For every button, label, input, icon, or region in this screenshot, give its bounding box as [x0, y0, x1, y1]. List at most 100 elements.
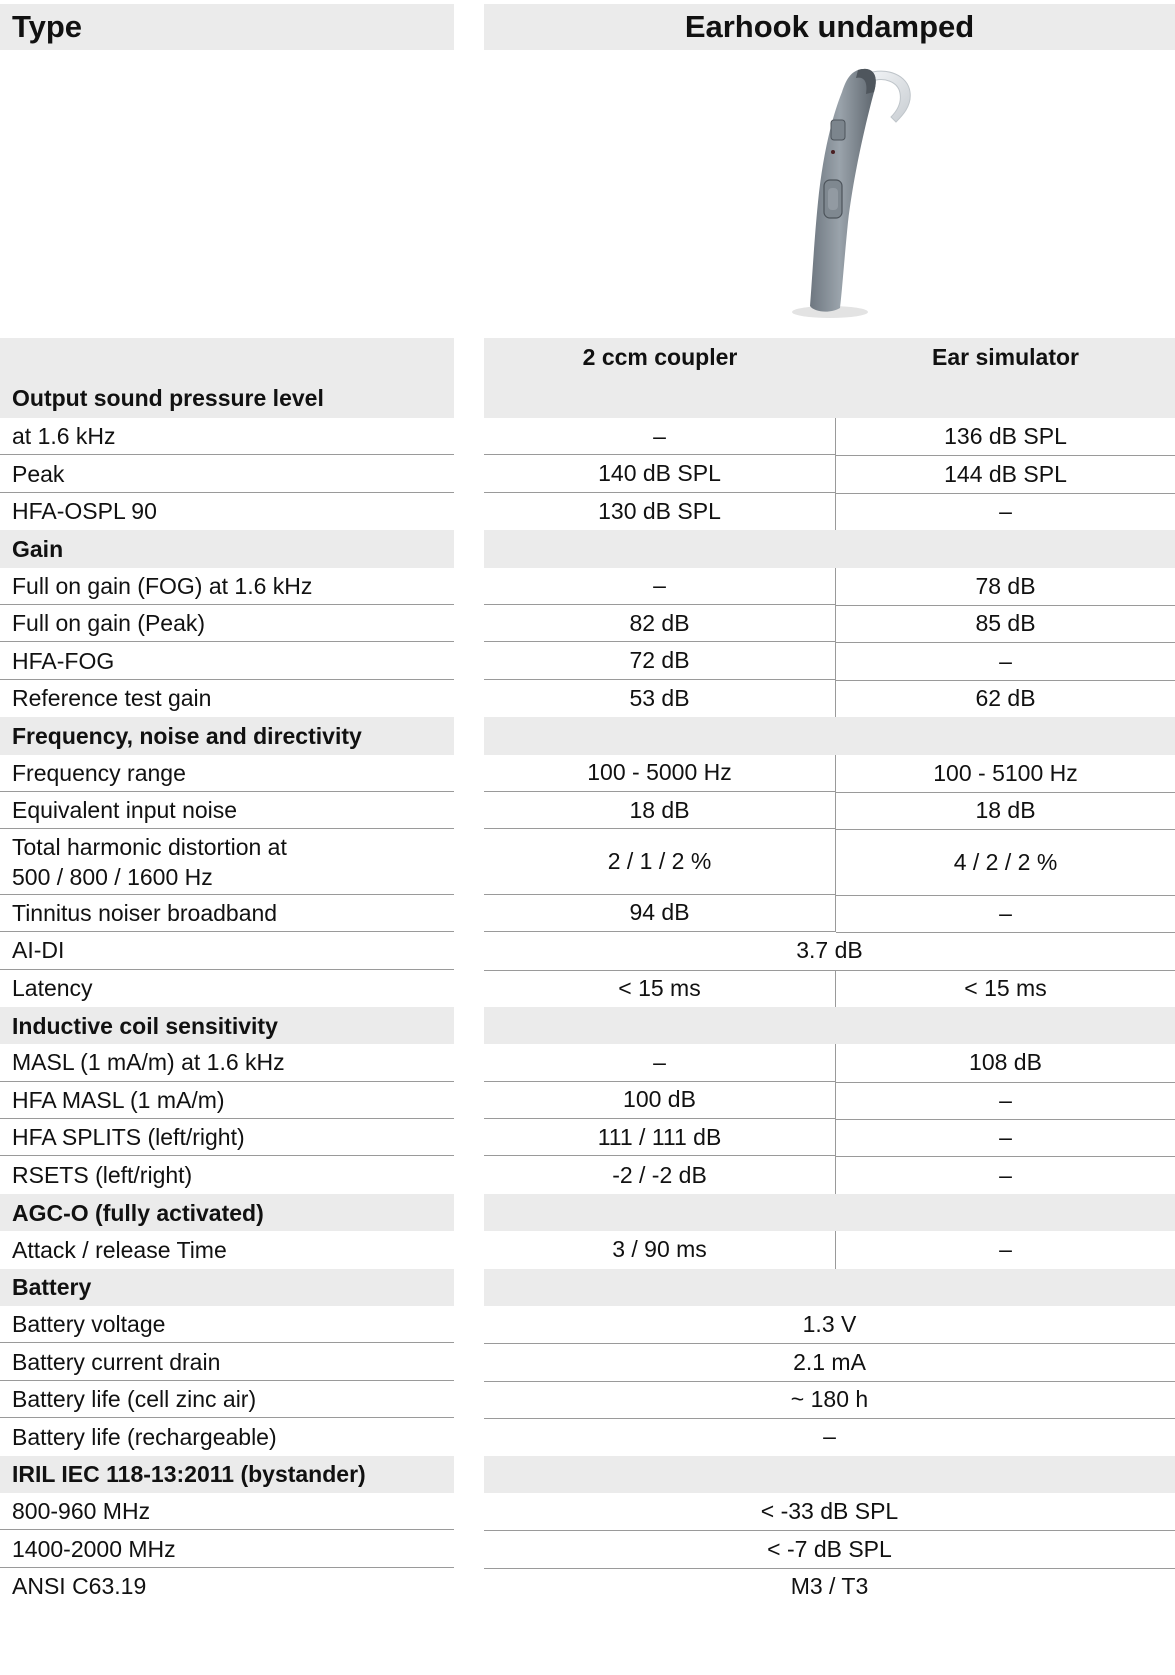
spec-value-ear-simulator: 144 dB SPL: [836, 455, 1175, 494]
spec-value-ear-simulator: 136 dB SPL: [836, 418, 1175, 457]
spec-value-combined: 2.1 mA: [484, 1343, 1175, 1382]
section-header-row: Gain: [0, 530, 1175, 568]
section-header-row: Inductive coil sensitivity: [0, 1006, 1175, 1045]
spec-value-ear-simulator: 85 dB: [836, 605, 1175, 644]
spec-row: at 1.6 kHz –136 dB SPL: [0, 418, 1175, 457]
spec-label: Battery life (cell zinc air): [0, 1381, 454, 1419]
column-headers: 2 ccm coupler Ear simulator: [484, 338, 1175, 418]
spec-row: Tinnitus noiser broadband 94 dB –: [0, 894, 1175, 934]
spec-label: Full on gain (FOG) at 1.6 kHz: [0, 568, 454, 605]
spec-label: Reference test gain: [12, 685, 212, 712]
spec-row: Latency < 15 ms < 15 ms: [0, 969, 1175, 1007]
spec-label: HFA SPLITS (left/right): [0, 1119, 454, 1157]
section-header-row: IRIL IEC 118-13:2011 (bystander): [0, 1455, 1175, 1493]
section-fill: [484, 530, 1175, 568]
section-title: Frequency, noise and directivity: [0, 717, 454, 755]
spec-label-line: 500 / 800 / 1600 Hz: [12, 863, 213, 890]
type-title: Type: [12, 9, 83, 44]
spec-value-ear-simulator: –: [836, 1082, 1175, 1121]
section-header-row: Battery: [0, 1268, 1175, 1307]
section-header-row: AGC-O (fully activated): [0, 1193, 1175, 1232]
section-fill: [484, 1455, 1175, 1493]
section-fill: [484, 1268, 1175, 1307]
section-fill: [484, 717, 1175, 755]
spec-value-ear-simulator: 4 / 2 / 2 %: [836, 829, 1175, 896]
spec-row: 1400-2000 MHz < -7 dB SPL: [0, 1530, 1175, 1569]
spec-value-2ccm: -2 / -2 dB: [484, 1156, 836, 1194]
spec-label: Frequency range: [0, 755, 454, 792]
spec-label: HFA-OSPL 90: [12, 498, 157, 525]
spec-value-2ccm: –: [484, 567, 836, 605]
spec-value-2ccm: 82 dB: [484, 604, 836, 643]
section-title: Gain: [0, 530, 454, 568]
spec-row: AI-DI 3.7 dB: [0, 932, 1175, 971]
spec-value-2ccm: 94 dB: [484, 894, 836, 933]
spec-value-ear-simulator: 62 dB: [975, 684, 1036, 711]
spec-value-2ccm: < 15 ms: [484, 969, 836, 1007]
spec-value-2ccm: –: [484, 418, 836, 456]
spec-value-ear-simulator: 108 dB: [836, 1044, 1175, 1083]
spec-value-ear-simulator: –: [836, 642, 1175, 681]
spec-value-ear-simulator: 100 - 5100 Hz: [836, 755, 1175, 793]
spec-label: AI-DI: [0, 932, 454, 970]
spec-row: Full on gain (FOG) at 1.6 kHz –78 dB: [0, 567, 1175, 606]
hearing-aid-image: [792, 68, 911, 318]
section-fill: [484, 1193, 1175, 1232]
spec-label: Battery life (rechargeable): [12, 1423, 277, 1450]
spec-label: Battery voltage: [0, 1306, 454, 1344]
spec-label: Battery current drain: [0, 1343, 454, 1381]
spec-value-2ccm: 100 - 5000 Hz: [484, 754, 836, 792]
column-header-ear-simulator: Ear simulator: [932, 344, 1079, 370]
spec-label: at 1.6 kHz: [0, 418, 454, 456]
spec-value-combined: M3 / T3: [790, 1572, 869, 1599]
section-header-row: Frequency, noise and directivity: [0, 717, 1175, 755]
spec-value-ear-simulator: –: [999, 497, 1012, 524]
model-title: Earhook undamped: [684, 9, 975, 44]
section-title: Battery: [0, 1268, 454, 1307]
spec-label: 1400-2000 MHz: [0, 1530, 454, 1568]
spec-value-combined: 3.7 dB: [484, 932, 1175, 971]
spec-row: 800-960 MHz < -33 dB SPL: [0, 1493, 1175, 1532]
spec-value-2ccm: 140 dB SPL: [484, 455, 836, 493]
spec-label: MASL (1 mA/m) at 1.6 kHz: [0, 1044, 454, 1082]
spec-label: Attack / release Time: [12, 1236, 227, 1263]
spec-value-2ccm: 100 dB: [484, 1081, 836, 1120]
spec-value-2ccm: 3 / 90 ms: [484, 1231, 836, 1269]
spec-row: Battery life (rechargeable) –: [0, 1418, 1175, 1455]
spec-value-ear-simulator: –: [999, 1161, 1012, 1188]
column-header-2ccm: 2 ccm coupler: [582, 344, 738, 370]
spec-row: HFA MASL (1 mA/m) 100 dB –: [0, 1081, 1175, 1121]
spec-row: MASL (1 mA/m) at 1.6 kHz –108 dB: [0, 1044, 1175, 1083]
spec-row: Battery voltage 1.3 V: [0, 1306, 1175, 1345]
spec-value-combined: < -7 dB SPL: [484, 1530, 1175, 1569]
spec-value-combined: ~ 180 h: [484, 1381, 1175, 1420]
spec-row: Total harmonic distortion at 500 / 800 / …: [0, 829, 1175, 896]
spec-label: ANSI C63.19: [12, 1573, 147, 1600]
section-title: AGC-O (fully activated): [0, 1193, 454, 1232]
model-header: Earhook undamped: [484, 4, 1175, 50]
spec-label: 800-960 MHz: [0, 1493, 454, 1531]
spec-value-ear-simulator: 18 dB: [836, 792, 1175, 831]
spec-label: Tinnitus noiser broadband: [0, 895, 454, 933]
spec-row: HFA SPLITS (left/right) 111 / 111 dB –: [0, 1119, 1175, 1158]
spec-value-2ccm: 53 dB: [484, 679, 836, 718]
spec-label: RSETS (left/right): [12, 1162, 193, 1189]
section-header-output: Output sound pressure level: [0, 338, 454, 418]
spec-row: Reference test gain 53 dB 62 dB: [0, 679, 1175, 718]
spec-value-2ccm: 2 / 1 / 2 %: [484, 829, 836, 895]
spec-label-line: Total harmonic distortion at: [12, 833, 287, 860]
spec-label: Equivalent input noise: [0, 792, 454, 830]
spec-row: ANSI C63.19 M3 / T3: [0, 1568, 1175, 1605]
spec-label: HFA-FOG: [0, 642, 454, 680]
spec-row: Attack / release Time 3 / 90 ms –: [0, 1231, 1175, 1269]
spec-table: at 1.6 kHz –136 dB SPL Peak 140 dB SPL 144 d…: [0, 418, 1175, 1605]
spec-value-2ccm: –: [484, 1044, 836, 1082]
spec-value-ear-simulator: –: [836, 895, 1175, 934]
spec-label: HFA MASL (1 mA/m): [0, 1082, 454, 1120]
spec-row: Equivalent input noise 18 dB 18 dB: [0, 791, 1175, 831]
spec-row: Battery life (cell zinc air) ~ 180 h: [0, 1381, 1175, 1420]
spec-value-ear-simulator: 78 dB: [836, 568, 1175, 606]
spec-value-combined: < -33 dB SPL: [484, 1493, 1175, 1532]
spec-value-ear-simulator: –: [836, 1119, 1175, 1158]
spec-value-2ccm: 72 dB: [484, 642, 836, 680]
